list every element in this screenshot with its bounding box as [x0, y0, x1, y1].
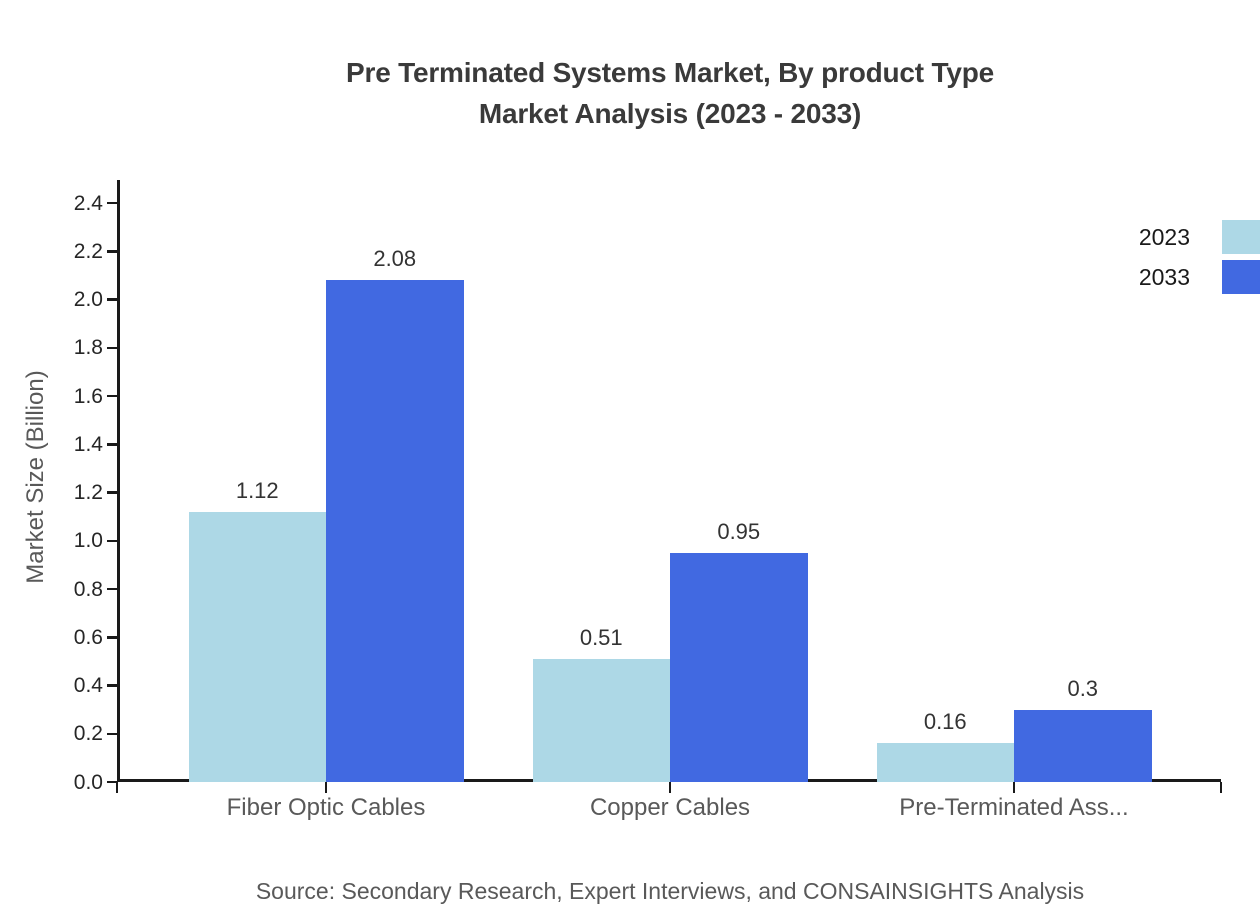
- y-axis-tick: [107, 587, 117, 591]
- y-axis-tick-label: 0.2: [73, 722, 103, 746]
- y-axis-tick-label: 1.6: [73, 384, 103, 408]
- y-axis-tick: [107, 250, 117, 253]
- y-axis-tick-label: 0.0: [73, 770, 103, 794]
- x-category-label: Copper Cables: [589, 794, 751, 821]
- x-axis-tick: [324, 782, 328, 793]
- legend-item-2023: 2023: [1106, 220, 1260, 254]
- legend-label: 2033: [1138, 263, 1190, 290]
- bar-2033-0: [326, 280, 464, 782]
- bar-2023-0: [188, 511, 326, 782]
- y-axis-tick-label: 0.8: [73, 577, 103, 601]
- x-category-label: Fiber Optic Cables: [226, 794, 426, 821]
- x-axis-tick: [1012, 782, 1016, 793]
- bar-2033-2: [1014, 709, 1152, 782]
- y-axis-tick: [107, 346, 117, 349]
- bar-value-label: 1.12: [235, 477, 279, 503]
- y-axis-tick: [107, 684, 117, 687]
- y-axis-tick-label: 1.2: [73, 481, 103, 504]
- x-axis-tick: [668, 782, 672, 793]
- bar-value-label: 0.16: [923, 709, 967, 735]
- legend-swatch-icon: [1222, 220, 1260, 254]
- y-axis-tick: [107, 394, 117, 398]
- legend-swatch-icon: [1222, 260, 1260, 294]
- legend-label: 2023: [1138, 223, 1190, 250]
- legend: 2023 2033: [1106, 220, 1260, 300]
- y-axis-tick: [107, 539, 117, 542]
- y-axis-tick: [107, 443, 117, 446]
- y-axis-tick-label: 0.4: [73, 674, 103, 697]
- y-axis-tick: [107, 491, 117, 494]
- bar-2023-1: [532, 658, 670, 782]
- y-axis-tick: [107, 732, 117, 735]
- chart-title: Pre Terminated Systems Market, By produc…: [80, 52, 1260, 134]
- bar-value-label: 2.08: [373, 246, 417, 272]
- y-axis-tick-label: 2.4: [73, 191, 103, 215]
- source-note: Source: Secondary Research, Expert Inter…: [255, 878, 1085, 904]
- y-axis-tick-label: 2.0: [73, 288, 103, 311]
- legend-item-2033: 2033: [1106, 260, 1260, 294]
- y-axis-tick-label: 1.0: [73, 529, 103, 553]
- bar-2033-1: [670, 552, 808, 782]
- chart-title-line2: Market Analysis (2023 - 2033): [478, 98, 862, 129]
- y-axis-tick-label: 1.4: [73, 432, 103, 456]
- y-axis-tick-label: 2.2: [73, 239, 103, 263]
- y-axis-tick: [107, 298, 117, 301]
- y-axis-tick: [107, 636, 117, 639]
- x-axis-tick: [115, 782, 119, 793]
- bar-value-label: 0.95: [717, 518, 761, 544]
- x-category-label: Pre-Terminated Ass...: [899, 794, 1129, 821]
- bar-value-label: 0.51: [579, 624, 623, 650]
- bar-2023-2: [876, 743, 1014, 782]
- y-axis-tick: [107, 780, 117, 784]
- chart-title-line1: Pre Terminated Systems Market, By produc…: [346, 57, 994, 88]
- x-axis-tick: [1219, 782, 1223, 793]
- y-axis-tick: [107, 201, 117, 205]
- bar-value-label: 0.3: [1067, 675, 1099, 701]
- y-axis-tick-label: 0.6: [73, 625, 103, 649]
- y-axis-tick-label: 1.8: [73, 336, 103, 360]
